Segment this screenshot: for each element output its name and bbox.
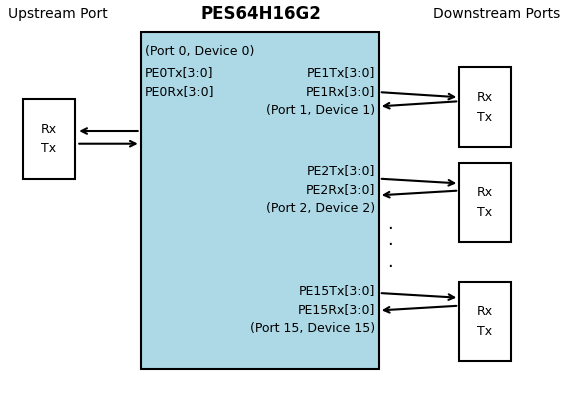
Text: Upstream Port: Upstream Port <box>7 7 107 21</box>
Text: PE0Tx[3:0]: PE0Tx[3:0] <box>145 66 213 79</box>
Bar <box>459 67 511 147</box>
Text: PE0Rx[3:0]: PE0Rx[3:0] <box>145 85 214 98</box>
Text: Tx: Tx <box>41 143 56 155</box>
Text: PE15Rx[3:0]: PE15Rx[3:0] <box>297 303 375 316</box>
Text: .: . <box>387 215 393 233</box>
Text: PE2Tx[3:0]: PE2Tx[3:0] <box>307 164 375 177</box>
Text: (Port 15, Device 15): (Port 15, Device 15) <box>250 322 375 335</box>
Bar <box>459 282 511 361</box>
Bar <box>23 99 75 179</box>
Text: (Port 2, Device 2): (Port 2, Device 2) <box>266 202 375 215</box>
Text: Tx: Tx <box>478 111 492 123</box>
Bar <box>141 32 379 369</box>
Text: .: . <box>387 253 393 271</box>
Text: PE2Rx[3:0]: PE2Rx[3:0] <box>305 183 375 196</box>
Text: (Port 1, Device 1): (Port 1, Device 1) <box>266 104 375 117</box>
Text: PE15Tx[3:0]: PE15Tx[3:0] <box>298 284 375 297</box>
Text: Tx: Tx <box>478 206 492 219</box>
Text: Downstream Ports: Downstream Ports <box>433 7 560 21</box>
Text: PE1Rx[3:0]: PE1Rx[3:0] <box>305 85 375 98</box>
Bar <box>459 163 511 242</box>
Text: .: . <box>387 231 393 249</box>
Text: (Port 0, Device 0): (Port 0, Device 0) <box>145 45 254 58</box>
Text: PES64H16G2: PES64H16G2 <box>201 5 321 23</box>
Text: Rx: Rx <box>477 186 493 199</box>
Text: Rx: Rx <box>41 123 57 135</box>
Text: PE1Tx[3:0]: PE1Tx[3:0] <box>307 66 375 79</box>
Text: Rx: Rx <box>477 305 493 318</box>
Text: Tx: Tx <box>478 325 492 338</box>
Text: Rx: Rx <box>477 91 493 104</box>
